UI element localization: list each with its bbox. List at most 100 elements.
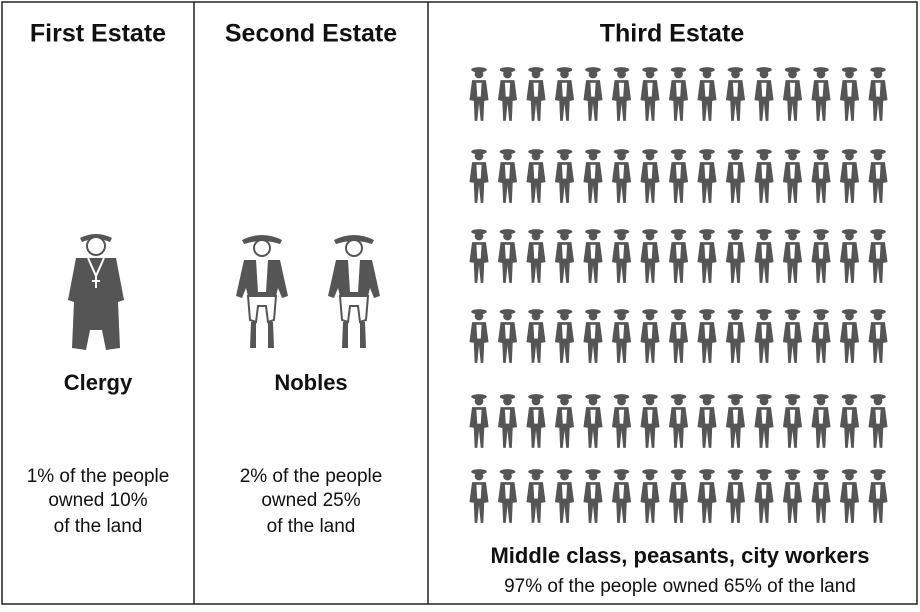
commoner-figure [811,229,830,283]
commoner-figure [469,469,488,523]
commoner-figure [498,469,517,523]
commoner-figure [469,229,488,283]
commoner-figure [640,469,659,523]
commoner-figure [526,469,545,523]
commoner-figure [811,67,830,121]
commoner-figure [754,149,773,203]
commoner-figure [868,67,887,121]
commoner-figure [669,394,688,448]
commoner-figure [526,149,545,203]
commoner-figure [697,229,716,283]
commoner-figure [640,229,659,283]
commoner-figure [498,149,517,203]
commoner-figure [612,67,631,121]
commoner-figure [612,469,631,523]
noble-figure [236,235,288,348]
commoner-figure [754,229,773,283]
commoner-figure [555,149,574,203]
commoner-figure [697,469,716,523]
commoner-figure [526,229,545,283]
commoner-figure [555,394,574,448]
page: {"columns": [ {"title": "First Estate", … [0,0,920,612]
commoner-figure [498,67,517,121]
commoner-figure [868,469,887,523]
commoner-figure [783,67,802,121]
commoner-figure [868,309,887,363]
commoner-figure [640,67,659,121]
third-estate-crowd [469,67,887,523]
commoner-figure [669,149,688,203]
commoner-figure [498,394,517,448]
commoner-figure [754,469,773,523]
commoner-figure [783,469,802,523]
commoner-figure [697,149,716,203]
column-title: Second Estate [225,20,397,48]
commoner-figure [840,309,859,363]
commoner-figure [583,229,602,283]
commoner-figure [612,309,631,363]
commoner-figure [726,229,745,283]
commoner-figure [555,229,574,283]
commoner-figure [754,394,773,448]
commoner-figure [498,229,517,283]
commoner-figure [868,229,887,283]
estate-label: Middle class, peasants, city workers [490,543,869,568]
commoner-figure [811,469,830,523]
commoner-figure [640,149,659,203]
commoner-figure [783,394,802,448]
estate-label: Clergy [64,370,133,395]
commoner-figure [840,394,859,448]
commoner-figure [612,394,631,448]
commoner-figure [555,67,574,121]
commoner-figure [640,309,659,363]
estate-description: 2% of the people [240,466,383,487]
commoner-figure [868,394,887,448]
commoner-figure [583,67,602,121]
commoner-figure [840,67,859,121]
commoner-figure [811,309,830,363]
commoner-figure [868,149,887,203]
commoner-figure [498,309,517,363]
column-title: First Estate [30,20,166,48]
column-title: Third Estate [600,20,745,48]
commoner-figure [669,229,688,283]
estate-description: 97% of the people owned 65% of the land [504,576,856,597]
commoner-figure [555,469,574,523]
commoner-figure [526,394,545,448]
commoner-figure [840,469,859,523]
commoner-figure [669,309,688,363]
frame [2,2,917,604]
commoner-figure [526,309,545,363]
commoner-figure [612,229,631,283]
commoner-figure [726,149,745,203]
commoner-figure [640,394,659,448]
estate-label: Nobles [274,370,347,395]
commoner-figure [583,149,602,203]
estate-description: of the land [54,516,143,537]
commoner-figure [469,394,488,448]
commoner-figure [555,309,574,363]
commoner-figure [697,309,716,363]
commoner-figure [783,229,802,283]
commoner-figure [469,149,488,203]
commoner-figure [469,67,488,121]
commoner-figure [754,67,773,121]
commoner-figure [840,229,859,283]
clergy-figure [68,234,124,350]
commoner-figure [754,309,773,363]
commoner-figure [583,394,602,448]
commoner-figure [612,149,631,203]
commoner-figure [726,309,745,363]
commoner-figure [811,149,830,203]
commoner-figure [697,394,716,448]
commoner-figure [726,394,745,448]
noble-figure [328,235,380,348]
commoner-figure [526,67,545,121]
commoner-figure [840,149,859,203]
commoner-figure [697,67,716,121]
commoner-figure [726,67,745,121]
estates-infographic: First Estate Second Estate Third Estate … [0,0,920,607]
estate-description: 1% of the people [27,466,170,487]
commoner-figure [583,309,602,363]
commoner-figure [469,309,488,363]
